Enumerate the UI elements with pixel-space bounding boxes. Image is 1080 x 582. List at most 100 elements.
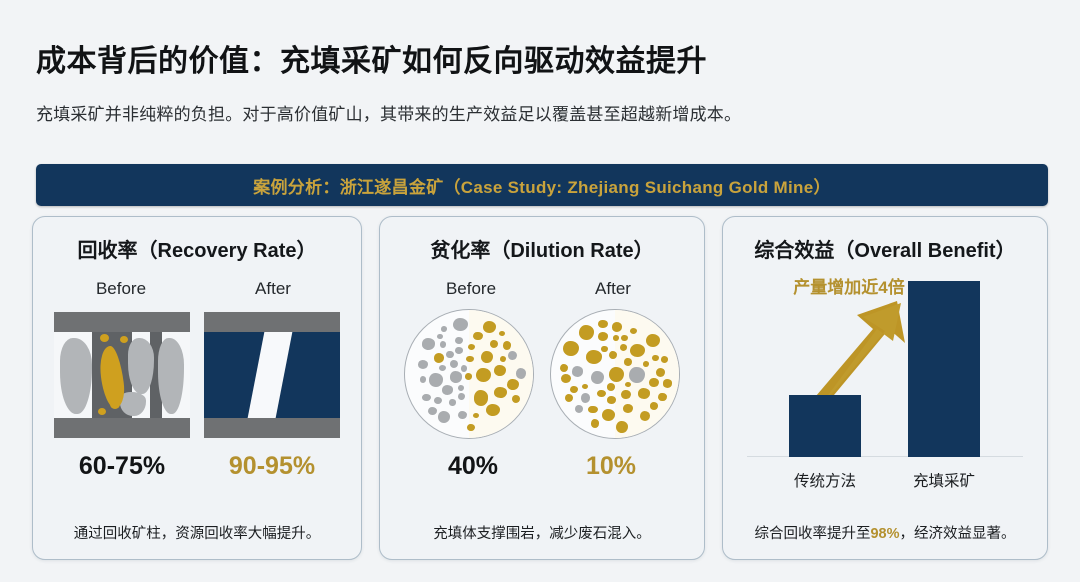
ore-grain [643, 361, 650, 367]
waste-rock-grain [453, 318, 469, 332]
ore-fragment-1 [120, 392, 146, 416]
chart-baseline-axis [747, 455, 1023, 457]
ore-grain [601, 408, 616, 421]
waste-rock-grain [449, 399, 456, 406]
ore-grain [476, 367, 491, 383]
ore-grain [434, 353, 445, 363]
waste-rock-grain [439, 365, 447, 372]
after-label-dilution: After [595, 279, 631, 298]
case-study-banner-text: 案例分析：浙江遂昌金矿（Case Study: Zhejiang Suichan… [253, 177, 831, 197]
stat-before-dilution: 40% [447, 452, 499, 480]
ore-grain [494, 387, 507, 398]
gold-speck-3 [98, 408, 106, 415]
ore-grain [609, 350, 617, 359]
ore-grain [466, 355, 474, 363]
waste-rock-grain [515, 368, 526, 379]
waste-rock-grain [434, 396, 442, 404]
waste-rock-grain [571, 366, 584, 377]
card-recovery-rate[interactable]: 回收率（Recovery Rate） Before After [32, 216, 362, 560]
ore-grain [629, 343, 645, 357]
ore-grain [597, 332, 608, 341]
ore-grain [562, 340, 579, 357]
waste-rock-grain [428, 373, 443, 387]
footnote-benefit-highlight: 98% [870, 526, 900, 542]
ore-grain [609, 367, 625, 383]
ore-grain [646, 333, 661, 348]
bar-traditional-method [789, 395, 861, 457]
stat-after-recovery: 90-95% [228, 452, 316, 480]
ore-grain [596, 389, 606, 398]
ore-grain [489, 340, 498, 349]
waste-rock-grain [455, 346, 463, 354]
ore-grain [588, 405, 598, 414]
ore-grain [619, 344, 627, 351]
waste-rock-grain [629, 366, 645, 383]
bar-label-traditional-method: 传统方法 [793, 473, 856, 490]
waste-rock-grain [591, 370, 604, 384]
before-after-labels-recovery: Before After [33, 279, 361, 303]
growth-bar-chart: 产量增加近4倍 传统方法 充填采矿 [723, 269, 1047, 499]
ore-grain [623, 404, 633, 414]
sample-dish-before [404, 309, 534, 439]
waste-rock-grain [457, 384, 465, 392]
ore-grain [652, 354, 659, 362]
waste-rock-grain [439, 341, 447, 348]
ore-grain [500, 356, 507, 363]
sample-dish-after [550, 309, 680, 439]
ore-grain [620, 390, 631, 400]
ore-grain [486, 404, 501, 417]
after-label-recovery: After [255, 279, 291, 298]
ore-grain [601, 345, 608, 353]
ore-grain [649, 402, 658, 410]
waste-rock-grain [581, 393, 591, 403]
card-title-recovery: 回收率（Recovery Rate） [77, 240, 317, 262]
ore-grain [564, 394, 573, 403]
gold-speck-4 [110, 400, 120, 409]
card-grid: 回收率（Recovery Rate） Before After [0, 216, 1080, 560]
before-after-labels-dilution: Before After [380, 279, 704, 303]
ore-grain [625, 382, 632, 388]
card-dilution-rate[interactable]: 贫化率（Dilution Rate） Before After 40% 10% … [379, 216, 705, 560]
before-label-recovery: Before [95, 279, 147, 298]
ore-grain [578, 324, 594, 340]
ore-grain [503, 341, 512, 350]
card-overall-benefit[interactable]: 综合效益（Overall Benefit） 产量增加近4倍 传统方法 充填采矿 … [722, 216, 1048, 560]
waste-rock-grain [507, 350, 517, 361]
waste-rock-grain [436, 333, 444, 340]
page-title: 成本背后的价值：充填采矿如何反向驱动效益提升 [36, 45, 707, 78]
gold-speck-1 [100, 334, 109, 342]
ore-grain [616, 420, 629, 433]
ore-grain [473, 390, 489, 406]
illustration-after-backfill [204, 312, 340, 438]
card-title-dilution: 贫化率（Dilution Rate） [430, 240, 654, 262]
stat-before-recovery: 60-75% [78, 452, 166, 480]
hanging-wall-after [204, 312, 340, 332]
ore-grain [507, 379, 519, 391]
waste-rock-grain [458, 393, 465, 401]
ore-pillar-2 [128, 338, 154, 394]
case-study-banner: 案例分析：浙江遂昌金矿（Case Study: Zhejiang Suichan… [36, 164, 1048, 206]
ore-grain [621, 334, 628, 342]
ore-grain [590, 419, 599, 428]
waste-rock-grain [449, 360, 459, 369]
footnote-benefit-prefix: 综合回收率提升至 [754, 526, 871, 542]
ore-grain [473, 331, 483, 341]
illustration-before-pillars [54, 312, 190, 438]
ore-grain [649, 378, 659, 388]
gold-speck-2 [120, 336, 128, 343]
ore-grain [498, 331, 505, 337]
ore-grain [467, 343, 476, 351]
ore-grain [581, 383, 588, 389]
ore-grain [660, 356, 669, 364]
ore-grain [656, 368, 666, 378]
waste-rock-grain [427, 406, 437, 415]
footnote-dilution: 充填体支撑围岩，减少废石混入。 [433, 526, 651, 542]
ore-grain [560, 363, 569, 372]
ore-pillar-3 [158, 338, 184, 414]
ore-grain [612, 335, 620, 342]
ore-grain [662, 379, 673, 388]
ore-grain [629, 327, 638, 334]
ore-grain [637, 388, 650, 399]
ore-grain [607, 383, 616, 391]
ore-grain [511, 394, 520, 403]
